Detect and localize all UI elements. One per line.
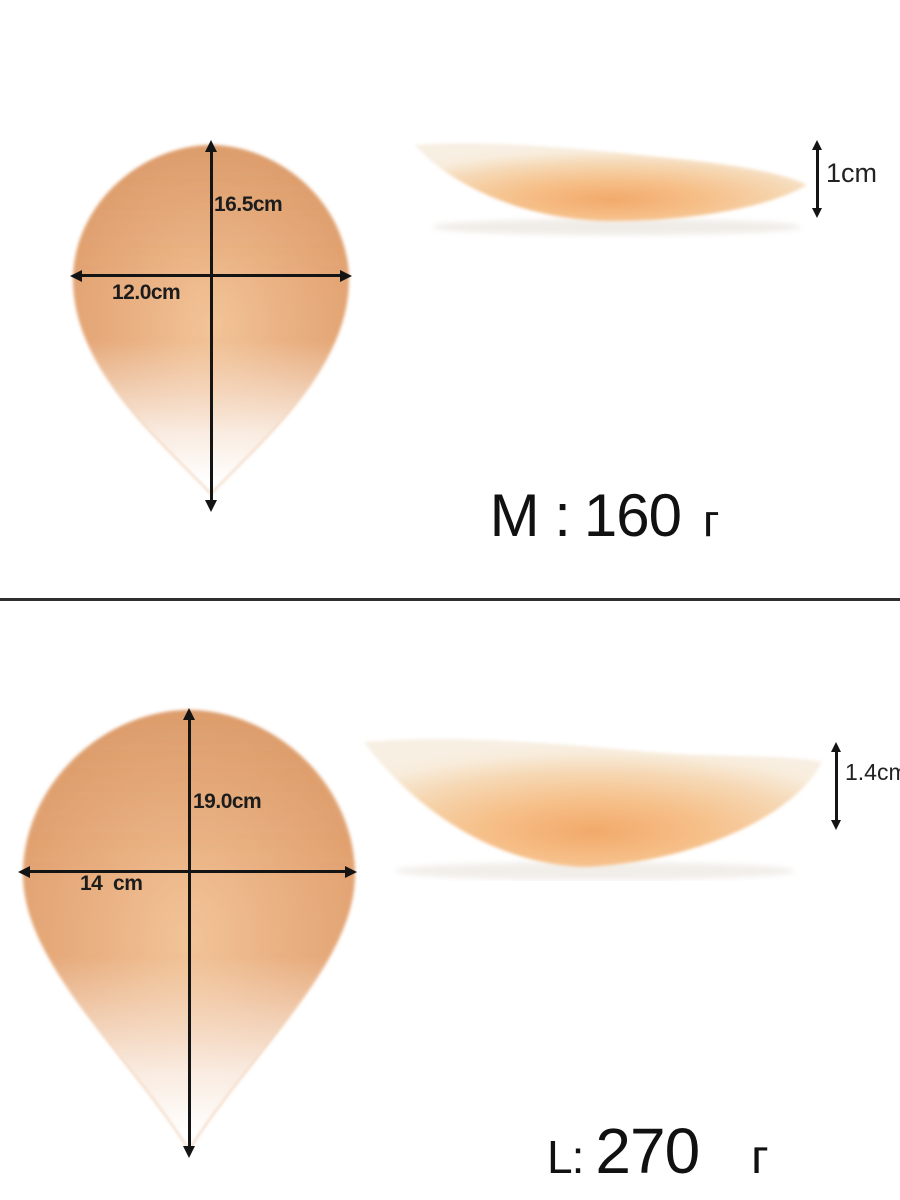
arrowhead-down-icon	[831, 820, 841, 830]
arrowhead-right-icon	[340, 270, 352, 282]
height-dimension-label-l: 19.0cm	[193, 790, 262, 813]
arrow-line	[835, 750, 838, 822]
thickness-dimension-label-m: 1cm	[826, 158, 878, 188]
section-divider	[0, 598, 900, 601]
height-dimension-label-m: 16.5cm	[214, 193, 283, 216]
arrow-line	[81, 274, 341, 277]
arrowhead-up-icon	[812, 140, 822, 150]
arrow-line	[188, 718, 191, 1148]
thickness-dimension-label-l: 1.4cm	[845, 759, 900, 785]
arrowhead-down-icon	[812, 208, 822, 218]
weight-caption-l: L: 270 г	[407, 1040, 807, 1200]
arrowhead-down-icon	[183, 1146, 195, 1158]
arrow-line	[210, 150, 213, 502]
weight-value-m: 160	[583, 482, 682, 549]
arrowhead-left-icon	[70, 270, 82, 282]
arrow-line	[29, 870, 346, 873]
size-label-l: L:	[547, 1131, 584, 1183]
arrowhead-up-icon	[205, 140, 217, 152]
arrow-line	[816, 148, 819, 210]
weight-unit-l: г	[751, 1131, 768, 1184]
arrowhead-right-icon	[345, 866, 357, 878]
weight-value-l: 270	[595, 1115, 700, 1187]
width-dimension-label-m: 12.0cm	[112, 281, 181, 304]
weight-caption-m: M :160 г	[357, 412, 757, 619]
side-view-pad-m	[415, 143, 807, 235]
arrowhead-left-icon	[18, 866, 30, 878]
weight-unit-m: г	[703, 495, 719, 546]
width-dimension-label-l: 14 cm	[80, 872, 143, 895]
arrowhead-down-icon	[205, 500, 217, 512]
arrowhead-up-icon	[831, 742, 841, 752]
side-view-pad-l	[364, 739, 822, 880]
arrowhead-up-icon	[183, 708, 195, 720]
size-label-m: M :	[489, 482, 571, 549]
